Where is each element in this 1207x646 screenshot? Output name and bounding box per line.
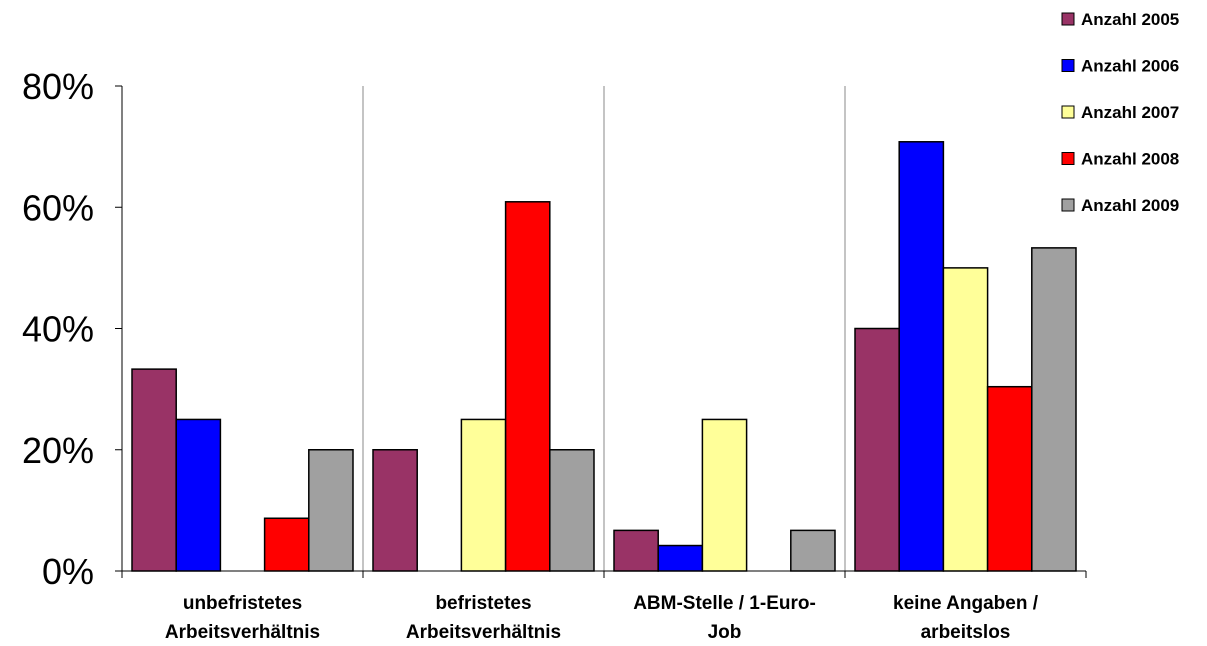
bar bbox=[372, 449, 418, 572]
legend-swatch bbox=[1061, 152, 1075, 165]
bar bbox=[790, 529, 836, 572]
category-label: keine Angaben / bbox=[893, 593, 1039, 614]
category-label: ABM-Stelle / 1-Euro- bbox=[633, 593, 816, 614]
category-separators bbox=[362, 86, 846, 571]
legend-label: Anzahl 2008 bbox=[1081, 150, 1179, 169]
bar bbox=[613, 529, 659, 572]
category-label: befristetes bbox=[435, 593, 531, 614]
legend-swatch bbox=[1061, 59, 1075, 72]
bar bbox=[549, 449, 595, 572]
y-tick-label: 40% bbox=[22, 309, 94, 350]
bar bbox=[504, 201, 551, 572]
bars-group bbox=[131, 141, 1077, 572]
bar bbox=[175, 418, 222, 572]
legend-label: Anzahl 2005 bbox=[1081, 10, 1179, 29]
legend-label: Anzahl 2007 bbox=[1081, 103, 1179, 122]
bar bbox=[657, 544, 704, 572]
category-label: Arbeitsverhältnis bbox=[165, 622, 320, 643]
bar bbox=[460, 418, 507, 572]
bar bbox=[942, 267, 989, 572]
bar bbox=[1031, 247, 1077, 572]
legend-swatch bbox=[1061, 12, 1075, 26]
bar bbox=[131, 368, 177, 572]
legend: Anzahl 2005 Anzahl 2006 Anzahl 2007 Anzahl … bbox=[1061, 10, 1179, 215]
legend-swatch bbox=[1061, 105, 1075, 119]
y-tick-label: 60% bbox=[22, 187, 94, 228]
bar bbox=[701, 418, 748, 572]
category-label: unbefristetes bbox=[183, 593, 302, 614]
y-axis-ticks: 0% 20% 40% 60% 80% bbox=[22, 66, 122, 592]
bar bbox=[898, 141, 945, 572]
category-label: Job bbox=[708, 622, 742, 643]
bar bbox=[986, 385, 1033, 572]
category-label: arbeitslos bbox=[921, 622, 1011, 643]
y-tick-label: 0% bbox=[42, 551, 94, 592]
bar bbox=[308, 449, 354, 572]
legend-label: Anzahl 2006 bbox=[1081, 57, 1179, 76]
legend-swatch bbox=[1061, 198, 1075, 212]
y-tick-label: 80% bbox=[22, 66, 94, 107]
bar bbox=[263, 517, 310, 572]
category-label: Arbeitsverhältnis bbox=[406, 622, 561, 643]
legend-label: Anzahl 2009 bbox=[1081, 196, 1179, 215]
y-tick-label: 20% bbox=[22, 430, 94, 471]
x-axis-labels: unbefristetes Arbeitsverhältnis befristete… bbox=[165, 593, 1039, 643]
bar bbox=[854, 327, 900, 572]
